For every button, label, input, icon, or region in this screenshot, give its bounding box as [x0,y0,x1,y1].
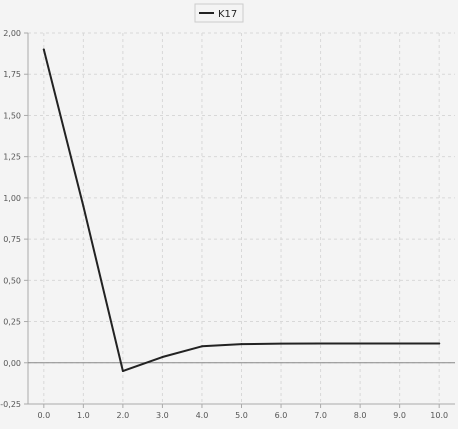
y-tick-label: 1,75 [3,70,21,79]
y-tick-label: 0,25 [3,318,21,327]
y-tick-label: 1,00 [3,194,21,203]
data-point [161,356,164,359]
data-point [42,48,45,51]
x-tick-label: 0.0 [37,411,50,420]
data-point [359,342,362,345]
y-tick-label: 0,75 [3,235,21,244]
legend[interactable]: K17 [194,3,244,23]
y-tick-label: -0,25 [0,400,21,409]
data-point [82,205,85,208]
data-point [240,343,243,346]
data-point [280,342,283,345]
data-point [121,370,124,373]
series [42,48,441,373]
x-tick-label: 5.0 [235,411,248,420]
data-point [398,342,401,345]
x-tick-label: 9.0 [393,411,406,420]
legend-box [194,3,244,23]
y-tick-label: 2,00 [3,29,21,38]
y-tick-label: 0,50 [3,276,21,285]
y-tick-label: 1,25 [3,153,21,162]
y-tick-label: 0,00 [3,359,21,368]
x-tick-label: 10.0 [430,411,448,420]
x-tick-label: 2.0 [117,411,130,420]
x-tick-label: 6.0 [275,411,288,420]
x-tick-label: 1.0 [77,411,90,420]
axes [24,32,455,408]
data-point [200,345,203,348]
data-point [438,342,441,345]
tick-labels: 0.0 1.0 2.0 3.0 4.0 5.0 6.0 7.0 8.0 9.0 10.0 -0,25 0… [0,29,448,420]
legend-label-k17: K17 [218,9,237,20]
x-tick-label: 3.0 [156,411,169,420]
x-tick-label: 7.0 [314,411,327,420]
data-point [319,342,322,345]
y-tick-label: 1,50 [3,111,21,120]
grid [28,32,455,405]
x-tick-label: 8.0 [354,411,367,420]
x-tick-label: 4.0 [196,411,209,420]
